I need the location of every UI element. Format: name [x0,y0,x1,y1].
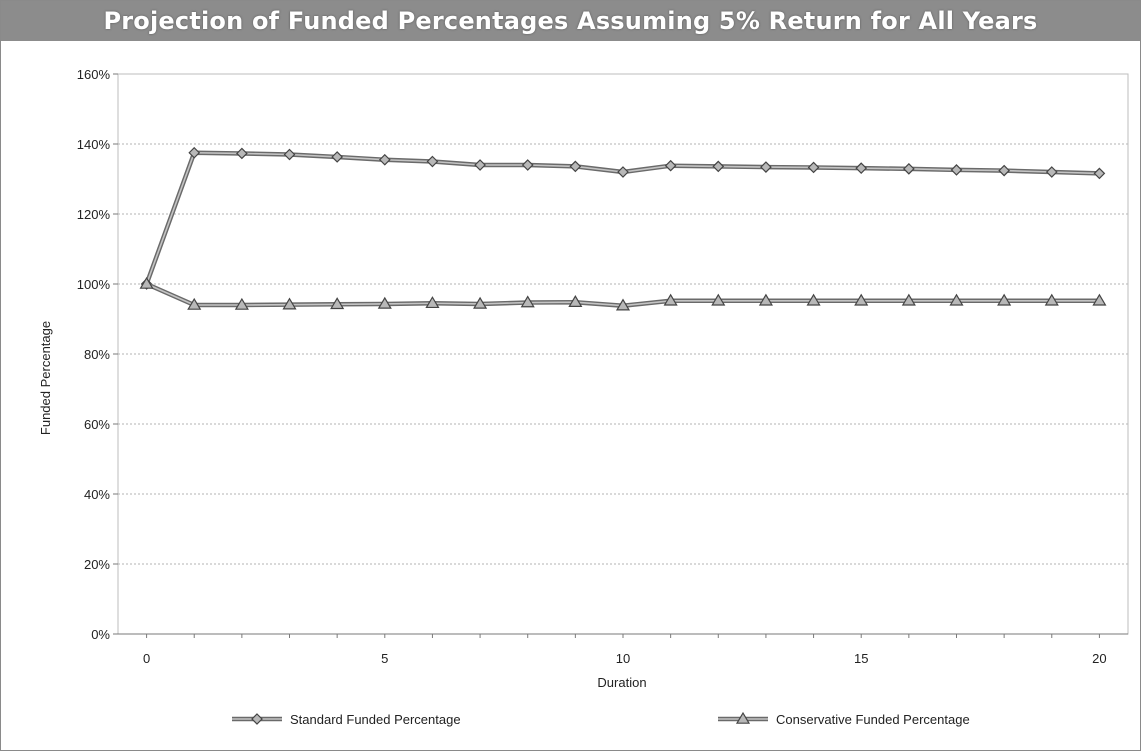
y-tick-label: 20% [84,557,110,572]
data-point-marker [760,161,772,173]
data-point-marker [711,293,726,306]
data-point-marker [236,147,248,160]
data-point-marker [568,295,583,307]
data-point-marker [473,296,488,309]
data-point-marker [234,297,249,310]
x-tick-label: 0 [143,651,150,666]
data-point-marker [521,159,534,171]
data-point-marker [806,293,821,306]
legend-label: Standard Funded Percentage [290,712,461,727]
data-point-marker [330,297,345,310]
x-tick-label: 5 [381,651,388,666]
y-axis-title: Funded Percentage [38,321,53,435]
data-point-marker [426,155,439,168]
data-point-marker [615,298,631,311]
data-point-marker [282,297,297,310]
y-tick-label: 100% [77,277,111,292]
gridlines [118,73,1128,565]
data-point-marker [188,146,201,159]
data-point-marker [854,293,869,306]
y-tick-label: 40% [84,487,110,502]
data-point-marker [997,293,1012,306]
chart-title-bar: Projection of Funded Percentages Assumin… [1,1,1140,41]
data-point-marker [998,164,1010,177]
series-layer [139,146,1107,311]
data-point-marker [807,161,820,174]
x-axis-title: Duration [597,675,646,690]
data-point-marker [712,160,725,173]
legend-marker [735,711,751,724]
axes: 0% 20% 40% 60% 80% 100% 120% 140% 160% 0 5 10 15 20 [77,67,1129,666]
y-tick-label: 140% [77,137,111,152]
legend-label: Conservative Funded Percentage [776,712,970,727]
legend-marker [251,713,263,725]
data-point-marker [950,164,963,176]
y-tick-label: 160% [77,67,111,82]
data-point-marker [377,296,392,309]
data-point-marker [331,151,343,163]
data-point-marker [901,293,916,306]
data-point-marker [520,295,535,308]
y-tick-label: 60% [84,417,110,432]
x-tick-label: 20 [1092,651,1106,666]
data-point-marker [903,163,915,175]
data-point-marker [283,148,296,161]
data-point-marker [1092,293,1107,306]
data-point-marker [1045,166,1058,178]
data-point-marker [425,296,440,309]
data-point-marker [663,293,678,306]
data-point-marker [139,276,154,289]
data-point-marker [1044,293,1059,306]
data-point-marker [664,159,677,172]
data-point-marker [758,293,773,306]
data-point-marker [378,153,391,166]
chart-title: Projection of Funded Percentages Assumin… [103,7,1038,35]
legend-item: Conservative Funded Percentage [718,711,970,727]
data-point-marker [569,160,582,173]
legend-item: Standard Funded Percentage [232,712,461,727]
data-point-marker [187,297,202,310]
y-tick-label: 0% [91,627,110,642]
data-point-marker [1093,167,1106,180]
y-tick-label: 80% [84,347,110,362]
data-point-marker [949,293,964,306]
x-tick-label: 15 [854,651,868,666]
data-point-marker [855,162,868,174]
x-tick-label: 10 [616,651,630,666]
y-tick-label: 120% [77,207,111,222]
series-conservative [139,276,1107,311]
data-point-marker [474,159,486,171]
data-point-marker [617,166,629,178]
series-standard [140,146,1106,290]
legend: Standard Funded Percentage Conservative F… [232,711,970,727]
